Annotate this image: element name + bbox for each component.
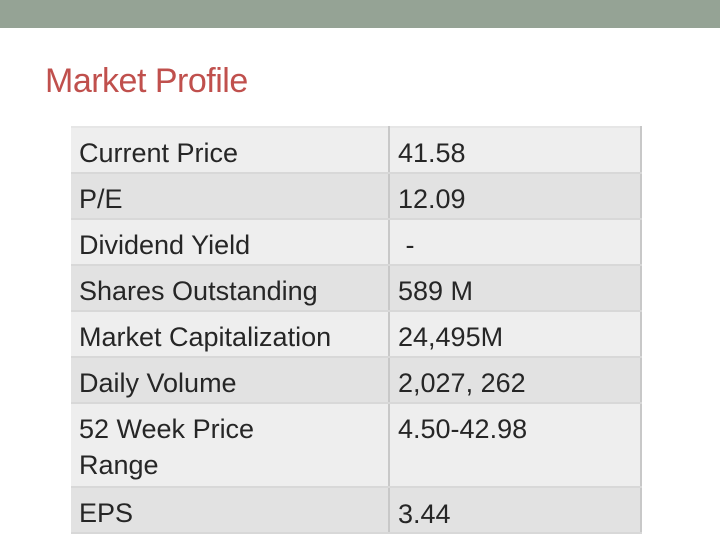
row-label-current-price: Current Price bbox=[71, 127, 389, 174]
table-row: Market Capitalization 24,495M bbox=[71, 311, 642, 358]
row-value-shares-outstanding: 589 M bbox=[388, 265, 642, 312]
table-row: Current Price 41.58 bbox=[71, 127, 642, 174]
table-row: 52 Week Price Range 4.50-42.98 bbox=[71, 403, 642, 488]
table-row: Daily Volume 2,027, 262 bbox=[71, 357, 642, 404]
table-row: Dividend Yield - bbox=[71, 219, 642, 266]
row-label-daily-volume: Daily Volume bbox=[71, 357, 389, 404]
row-label-dividend-yield: Dividend Yield bbox=[71, 219, 389, 266]
row-label-shares-outstanding: Shares Outstanding bbox=[71, 265, 389, 312]
row-label-pe: P/E bbox=[71, 173, 389, 220]
row-value-market-cap: 24,495M bbox=[388, 311, 642, 358]
table-row: Shares Outstanding 589 M bbox=[71, 265, 642, 312]
top-accent-bar bbox=[0, 0, 720, 28]
slide-title: Market Profile bbox=[45, 62, 248, 100]
row-value-eps: 3.44 bbox=[388, 487, 642, 534]
row-label-eps: EPS bbox=[71, 487, 389, 534]
row-label-market-cap: Market Capitalization bbox=[71, 311, 389, 358]
row-value-current-price: 41.58 bbox=[388, 127, 642, 174]
market-profile-table: Current Price 41.58 P/E 12.09 Dividend Y… bbox=[71, 126, 642, 534]
row-label-52-week-range: 52 Week Price Range bbox=[71, 403, 389, 488]
row-value-dividend-yield: - bbox=[388, 219, 642, 266]
row-value-daily-volume: 2,027, 262 bbox=[388, 357, 642, 404]
row-value-pe: 12.09 bbox=[388, 173, 642, 220]
row-value-52-week-range: 4.50-42.98 bbox=[388, 403, 642, 488]
table-row: EPS 3.44 bbox=[71, 487, 642, 534]
table-row: P/E 12.09 bbox=[71, 173, 642, 220]
